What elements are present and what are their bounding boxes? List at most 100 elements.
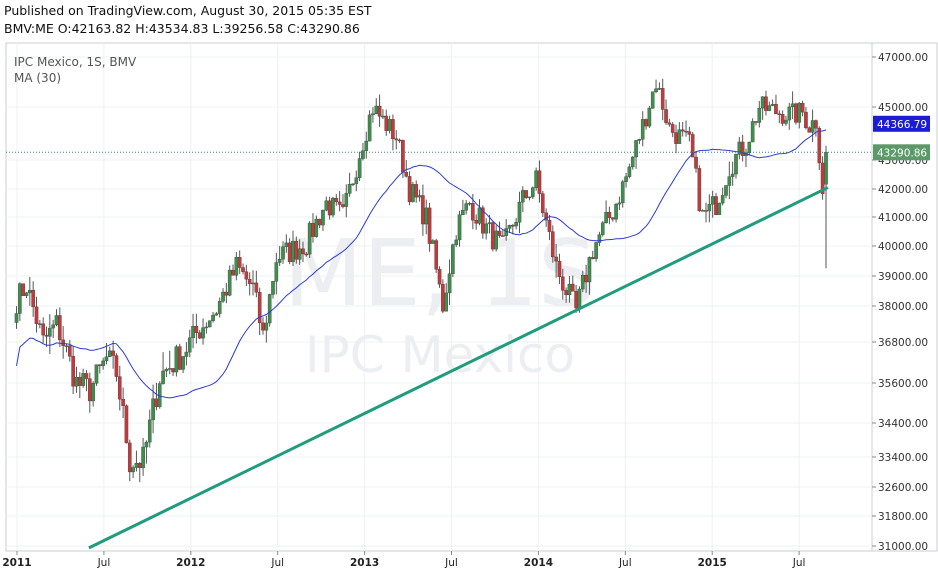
candle-up: [38, 323, 42, 325]
candle-up: [650, 91, 655, 109]
candle-up: [467, 203, 472, 205]
candle-up: [344, 193, 349, 207]
candle-up: [717, 202, 722, 215]
plot-area: [5, 42, 873, 552]
candle-up: [784, 119, 788, 124]
candle-down: [177, 346, 182, 370]
candle-down: [261, 322, 265, 331]
x-tick-label: Jul: [618, 557, 632, 569]
last-price-tag-label: 43290.86: [877, 147, 927, 159]
candle-down: [391, 119, 395, 139]
candle-down: [570, 283, 575, 292]
candle-down: [127, 442, 132, 473]
candle-down: [474, 219, 478, 224]
candle-up: [324, 200, 329, 211]
candle-down: [704, 210, 708, 212]
candle-down: [740, 141, 745, 156]
candle-up: [477, 207, 482, 224]
candle-up: [167, 368, 172, 370]
candle-up: [757, 107, 762, 123]
candle-up: [321, 210, 325, 226]
candle-down: [241, 267, 245, 272]
candle-down: [660, 88, 665, 110]
candle-up: [187, 337, 192, 353]
candle-up: [630, 156, 635, 168]
y-tick-label: 31800.00: [878, 511, 928, 523]
indicator-label: MA (30): [14, 71, 61, 85]
candle-down: [301, 248, 305, 255]
candle-up: [634, 140, 638, 158]
candle-up: [101, 360, 105, 366]
candle-up: [181, 356, 185, 370]
candle-down: [684, 130, 688, 133]
candle-down: [154, 398, 159, 407]
candle-up: [770, 103, 775, 106]
candle-down: [414, 184, 419, 198]
candle-down: [404, 172, 409, 177]
candle-up: [514, 222, 518, 227]
candle-down: [247, 278, 252, 284]
candle-up: [211, 314, 215, 321]
candle-down: [31, 289, 35, 308]
candle-up: [381, 115, 385, 118]
candle-up: [457, 214, 462, 241]
candle-up: [604, 211, 608, 224]
candle-up: [347, 184, 352, 194]
candle-up: [594, 242, 598, 259]
candle-up: [267, 294, 272, 324]
candle-up: [767, 105, 772, 111]
candle-down: [294, 240, 299, 260]
candle-down: [237, 257, 242, 268]
candle-up: [617, 202, 622, 205]
candle-up: [361, 150, 365, 159]
y-tick-label: 42000.00: [878, 184, 928, 196]
candle-up: [724, 185, 728, 196]
candle-up: [521, 190, 525, 203]
candle-up: [730, 173, 735, 177]
candle-up: [74, 377, 79, 387]
candle-down: [690, 134, 695, 158]
candle-down: [41, 323, 45, 336]
candle-up: [484, 223, 488, 234]
candle-up: [227, 269, 232, 296]
candle-up: [28, 289, 32, 294]
candle-down: [124, 405, 129, 444]
candle-up: [207, 320, 212, 328]
y-tick-label: 35600.00: [878, 378, 928, 390]
candle-up: [354, 177, 359, 185]
candle-down: [114, 355, 119, 377]
candle-down: [697, 168, 702, 212]
candle-up: [371, 113, 375, 116]
candle-down: [777, 113, 782, 116]
candle-down: [780, 114, 785, 124]
candle-down: [764, 96, 768, 111]
candle-down: [407, 176, 412, 203]
candle-up: [251, 282, 255, 285]
candle-up: [527, 196, 532, 199]
candle-down: [610, 217, 615, 220]
candle-down: [524, 190, 528, 198]
candle-up: [760, 96, 765, 109]
candle-up: [454, 239, 458, 245]
candle-up: [277, 259, 282, 263]
candle-up: [367, 114, 372, 142]
candle-down: [584, 274, 588, 283]
candle-up: [141, 446, 145, 468]
candle-down: [667, 122, 672, 125]
candle-down: [58, 315, 62, 341]
candle-up: [447, 273, 452, 294]
ohlc-readout: BMV:ME O:42163.82 H:43534.83 L:39256.58 …: [4, 21, 360, 36]
candle-down: [111, 350, 115, 356]
candle-up: [507, 225, 512, 229]
candle-up: [204, 326, 209, 329]
candle-down: [311, 222, 315, 237]
candle-down: [68, 345, 72, 357]
candle-down: [497, 230, 502, 236]
candle-down: [34, 306, 39, 324]
candle-up: [174, 346, 179, 373]
candle-up: [700, 210, 705, 212]
x-tick-label: 2011: [2, 557, 31, 569]
y-tick-label: 34400.00: [878, 418, 928, 430]
candle-up: [431, 240, 435, 244]
